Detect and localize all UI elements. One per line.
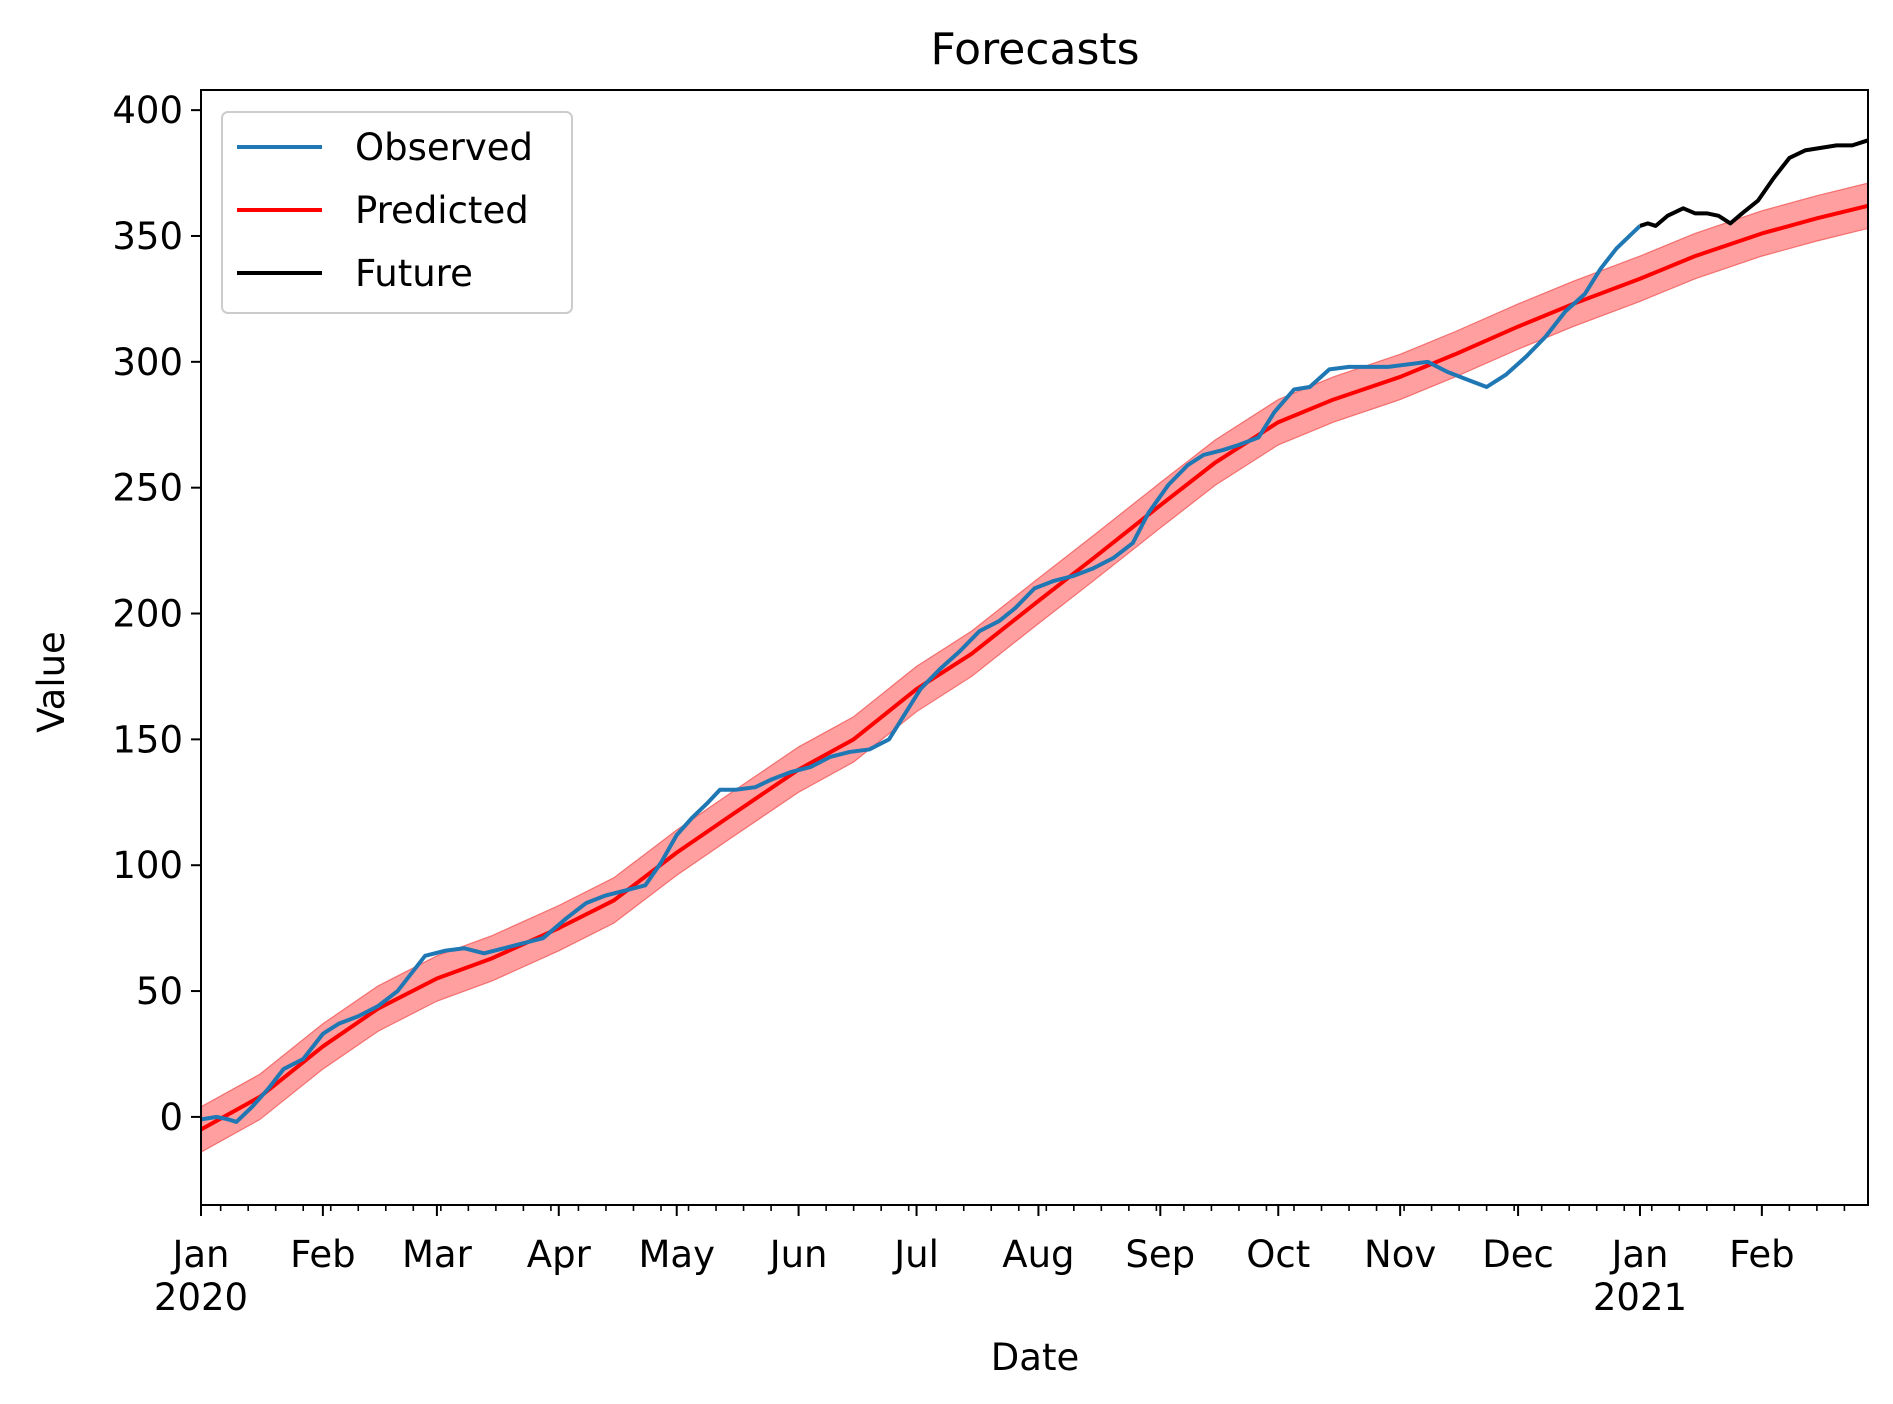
x-tick-label: May: [638, 1233, 715, 1276]
predicted-line: [201, 203, 1868, 1132]
y-tick-label: 200: [112, 593, 183, 636]
legend-label: Predicted: [355, 189, 529, 232]
x-tick-label: Jul: [892, 1233, 939, 1276]
y-tick-label: 100: [112, 844, 183, 887]
y-tick-label: 0: [159, 1096, 183, 1139]
y-tick-label: 250: [112, 467, 183, 510]
x-axis-title: Date: [991, 1336, 1079, 1379]
y-tick-label: 300: [112, 341, 183, 384]
x-tick-label: Apr: [527, 1233, 592, 1276]
y-tick-label: 50: [136, 970, 183, 1013]
legend-box: [221, 111, 573, 314]
legend-label: Observed: [355, 126, 533, 169]
legend: Observed Predicted Future: [221, 111, 573, 314]
future-line: [1639, 138, 1868, 228]
legend-label: Future: [355, 252, 473, 295]
x-tick-label: Jan: [170, 1233, 229, 1276]
x-tick-label: Feb: [290, 1233, 356, 1276]
y-tick-label: 400: [112, 89, 183, 132]
plot-inner: [201, 138, 1868, 1153]
x-tick-label: Mar: [402, 1233, 473, 1276]
x-tick-label: Sep: [1125, 1233, 1195, 1276]
x-tick-label: Jun: [768, 1233, 828, 1276]
chart-title: Forecasts: [930, 24, 1139, 75]
x-tick-label: Dec: [1482, 1233, 1554, 1276]
x-tick-year-label: 2021: [1593, 1276, 1687, 1319]
plot-area: [201, 138, 1868, 1153]
y-tick-label: 350: [112, 215, 183, 258]
x-tick-label: Jan: [1609, 1233, 1668, 1276]
x-tick-label: Oct: [1246, 1233, 1310, 1276]
axes-frame: [200, 89, 1869, 1206]
predicted-band: [201, 182, 1868, 1153]
x-tick-label: Nov: [1364, 1233, 1436, 1276]
x-tick-label: Aug: [1002, 1233, 1074, 1276]
x-tick-year-label: 2020: [154, 1276, 248, 1319]
x-tick-label: Feb: [1729, 1233, 1795, 1276]
observed-line: [201, 224, 1642, 1124]
y-tick-label: 150: [112, 718, 183, 761]
y-axis-title: Value: [30, 631, 73, 733]
